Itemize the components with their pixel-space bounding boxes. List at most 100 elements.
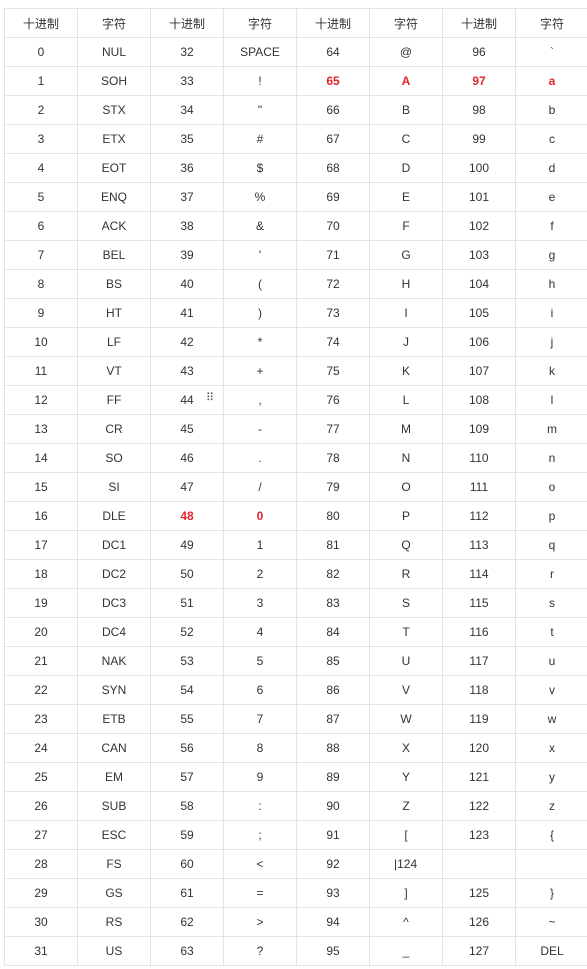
decimal-cell: 62 [150, 907, 224, 937]
char-cell: 8 [223, 733, 297, 763]
char-cell: LF [77, 327, 151, 357]
char-cell: 3 [223, 588, 297, 618]
char-cell: SOH [77, 66, 151, 96]
decimal-cell: 10 [4, 327, 78, 357]
header-char: 字符 [77, 8, 151, 38]
char-cell: |124 [369, 849, 443, 879]
char-cell: : [223, 791, 297, 821]
decimal-cell: 1 [4, 66, 78, 96]
char-cell: C [369, 124, 443, 154]
char-cell: R [369, 559, 443, 589]
char-cell: BEL [77, 240, 151, 270]
decimal-cell: 84 [296, 617, 370, 647]
char-cell: E [369, 182, 443, 212]
table-row: 16 DLE 48 0 80 P 112 p [4, 501, 587, 531]
drag-handle-icon[interactable]: ⠿ [206, 392, 214, 404]
char-cell: W [369, 704, 443, 734]
decimal-cell: 20 [4, 617, 78, 647]
decimal-cell: 35 [150, 124, 224, 154]
char-cell: _ [369, 936, 443, 966]
decimal-cell: 93 [296, 878, 370, 908]
char-cell: CR [77, 414, 151, 444]
char-cell: t [515, 617, 587, 647]
decimal-cell: 90 [296, 791, 370, 821]
decimal-cell: 40 [150, 269, 224, 299]
char-cell: k [515, 356, 587, 386]
char-cell: x [515, 733, 587, 763]
decimal-cell: 105 [442, 298, 516, 328]
decimal-cell: 115 [442, 588, 516, 618]
char-cell: Q [369, 530, 443, 560]
decimal-cell: 85 [296, 646, 370, 676]
decimal-cell: 96 [442, 37, 516, 67]
decimal-cell: 63 [150, 936, 224, 966]
table-row: 18 DC2 50 2 82 R 114 r [4, 559, 587, 589]
char-cell: US [77, 936, 151, 966]
header-decimal: 十进制 [150, 8, 224, 38]
table-row: 23 ETB 55 7 87 W 119 w [4, 704, 587, 734]
char-cell: p [515, 501, 587, 531]
decimal-cell: 125 [442, 878, 516, 908]
decimal-cell: 86 [296, 675, 370, 705]
decimal-cell: 113 [442, 530, 516, 560]
decimal-cell: 29 [4, 878, 78, 908]
table-row: 13 CR 45-77 M 109 m [4, 414, 587, 444]
decimal-cell: 22 [4, 675, 78, 705]
decimal-cell: 36 [150, 153, 224, 183]
decimal-cell: 122 [442, 791, 516, 821]
char-cell: ESC [77, 820, 151, 850]
char-cell: l [515, 385, 587, 415]
char-cell: - [223, 414, 297, 444]
decimal-cell: 14 [4, 443, 78, 473]
decimal-cell: 67 [296, 124, 370, 154]
decimal-cell: 27 [4, 820, 78, 850]
char-cell: SUB [77, 791, 151, 821]
char-cell: @ [369, 37, 443, 67]
decimal-cell: 31 [4, 936, 78, 966]
char-cell: 2 [223, 559, 297, 589]
char-cell: * [223, 327, 297, 357]
decimal-cell: 56 [150, 733, 224, 763]
decimal-cell: 53 [150, 646, 224, 676]
decimal-cell: 6 [4, 211, 78, 241]
decimal-cell: 39 [150, 240, 224, 270]
char-cell: ACK [77, 211, 151, 241]
char-cell: a [515, 66, 587, 96]
char-cell: [ [369, 820, 443, 850]
decimal-cell: 68 [296, 153, 370, 183]
decimal-cell: 71 [296, 240, 370, 270]
decimal-cell: 43 [150, 356, 224, 386]
table-row: 11 VT 43 +75 K 107 k [4, 356, 587, 386]
decimal-cell: 61 [150, 878, 224, 908]
decimal-cell: 23 [4, 704, 78, 734]
char-cell: 1 [223, 530, 297, 560]
char-cell: ` [515, 37, 587, 67]
char-cell: y [515, 762, 587, 792]
table-row: 2 STX 34 " 66 B 98 b [4, 95, 587, 125]
char-cell: m [515, 414, 587, 444]
table-row: 14 SO 46. 78 N 110 n [4, 443, 587, 473]
decimal-cell: 117 [442, 646, 516, 676]
decimal-cell: 44 [150, 385, 224, 415]
char-cell: 4 [223, 617, 297, 647]
table-row: 9 HT 41) 73 I 105 i [4, 298, 587, 328]
decimal-cell: 70 [296, 211, 370, 241]
decimal-cell: 77 [296, 414, 370, 444]
decimal-cell: 38 [150, 211, 224, 241]
char-cell: i [515, 298, 587, 328]
char-cell: SYN [77, 675, 151, 705]
decimal-cell: 17 [4, 530, 78, 560]
table-row: 0 NUL 32 SPACE 64 @96 ` [4, 37, 587, 67]
char-cell: , [223, 385, 297, 415]
char-cell: 5 [223, 646, 297, 676]
char-cell: g [515, 240, 587, 270]
decimal-cell: 91 [296, 820, 370, 850]
char-cell: ETX [77, 124, 151, 154]
decimal-cell: 30 [4, 907, 78, 937]
char-cell: / [223, 472, 297, 502]
decimal-cell: 50 [150, 559, 224, 589]
decimal-cell: 72 [296, 269, 370, 299]
char-cell: Y [369, 762, 443, 792]
decimal-cell: 82 [296, 559, 370, 589]
char-cell: ETB [77, 704, 151, 734]
